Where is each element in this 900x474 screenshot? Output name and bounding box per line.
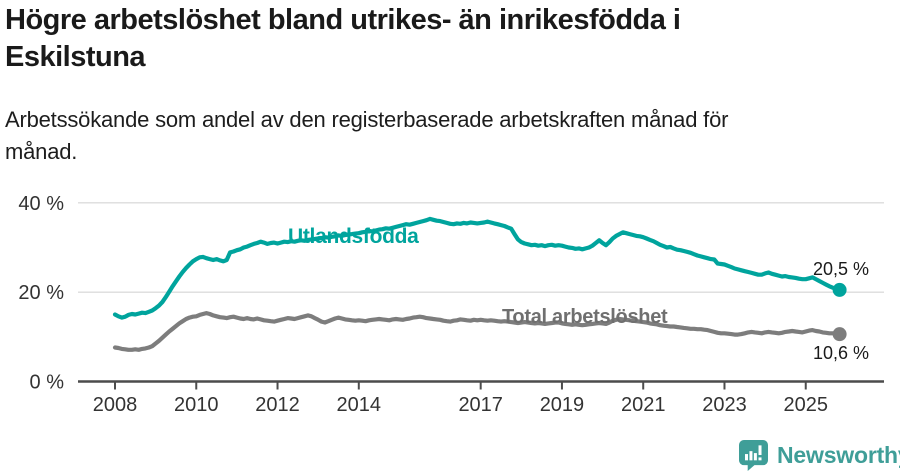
x-tick-label-2014: 2014 <box>337 394 382 416</box>
newsworthy-logo: Newsworthy <box>739 440 900 471</box>
x-tick-label-2025: 2025 <box>783 394 828 416</box>
series-end-dot-1 <box>832 327 847 342</box>
x-tick-label-2010: 2010 <box>174 394 219 416</box>
x-tick-label-2019: 2019 <box>540 394 585 416</box>
x-tick-label-2008: 2008 <box>93 394 138 416</box>
y-tick-label-40: 40 % <box>18 193 64 215</box>
page-title: Högre arbetslöshet bland utrikes- än inr… <box>5 4 681 73</box>
series-label-total-arbetsloshet: Total arbetslöshet <box>502 306 668 328</box>
x-tick-label-2017: 2017 <box>458 394 503 416</box>
y-tick-label-20: 20 % <box>18 282 64 304</box>
x-tick-label-2023: 2023 <box>702 394 747 416</box>
series-line-1 <box>112 311 842 352</box>
newsworthy-bubble-chart-icon <box>739 440 768 471</box>
end-value-label-total: 10,6 % <box>813 343 870 363</box>
x-tick-label-2021: 2021 <box>621 394 666 416</box>
end-value-label-utlandsfodda: 20,5 % <box>813 259 870 279</box>
series-end-dot-0 <box>832 282 847 297</box>
series-label-utlandsfodda: Utlandsfödda <box>288 225 419 248</box>
series-line-0 <box>112 216 842 320</box>
page-subtitle: Arbetssökande som andel av den registerb… <box>5 107 729 164</box>
y-tick-label-0: 0 % <box>30 372 65 394</box>
x-tick-label-2012: 2012 <box>255 394 300 416</box>
newsworthy-wordmark: Newsworthy <box>777 442 900 468</box>
